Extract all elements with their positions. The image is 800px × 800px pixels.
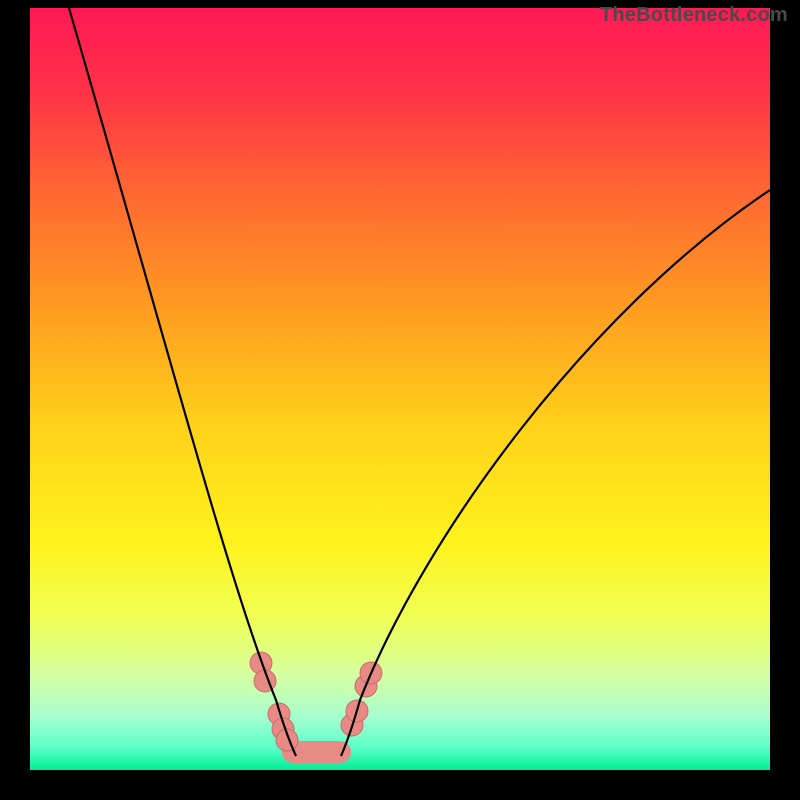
outer-frame: TheBottleneck.com bbox=[0, 0, 800, 800]
marker-layer bbox=[250, 652, 382, 752]
bottleneck-curve-left bbox=[69, 8, 296, 756]
bottleneck-curve-right bbox=[341, 190, 770, 756]
chart-svg bbox=[0, 0, 800, 800]
watermark-text: TheBottleneck.com bbox=[600, 4, 788, 27]
